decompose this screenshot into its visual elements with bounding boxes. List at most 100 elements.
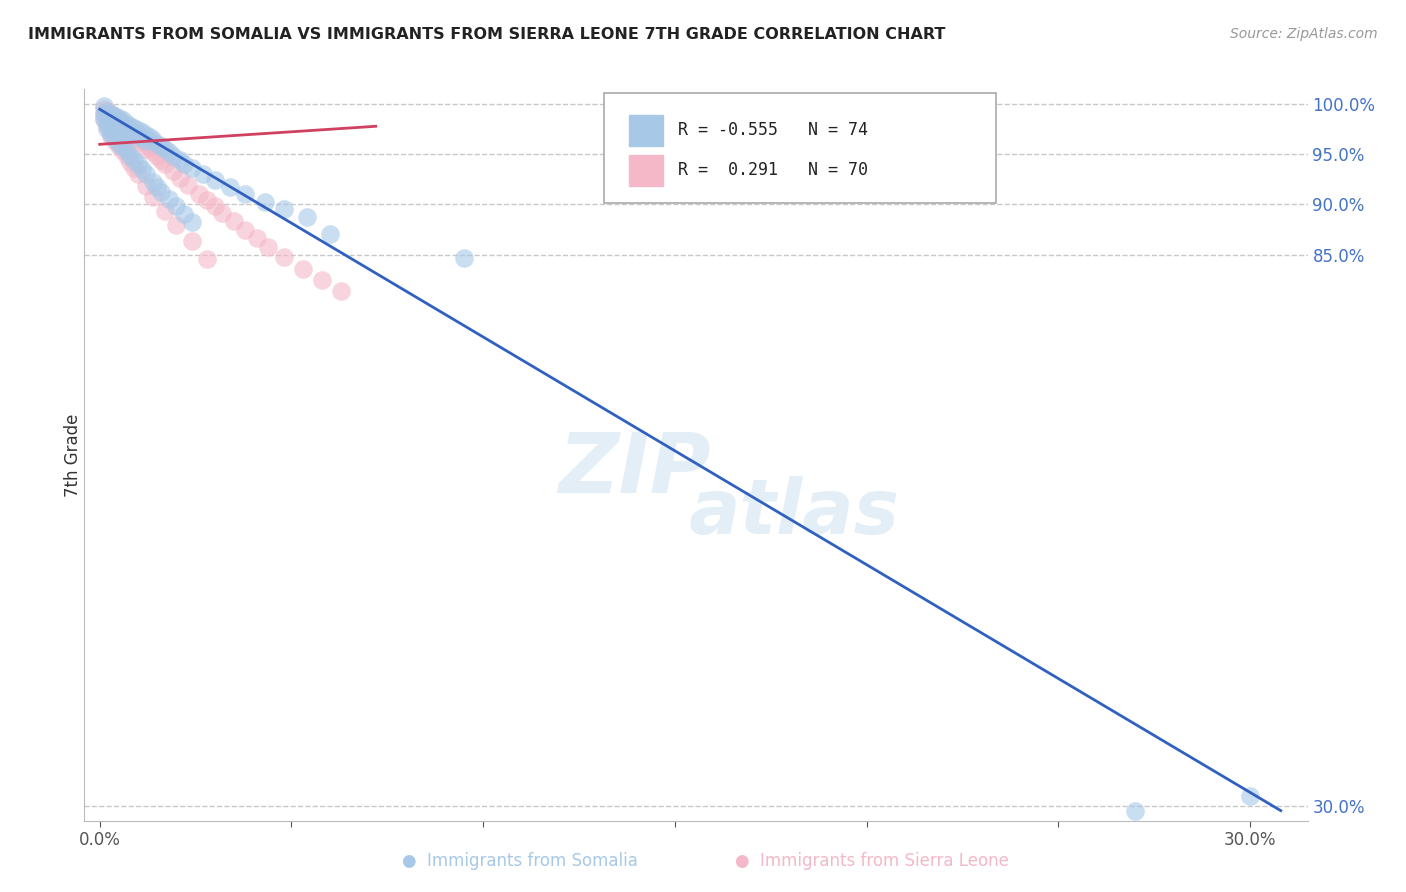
Point: [108, 120, 131, 135]
Point: [115, 128, 138, 142]
Bar: [628, 155, 664, 186]
Point: [115, 125, 138, 139]
Point: [188, 187, 211, 202]
Point: [195, 252, 218, 266]
Point: [131, 125, 153, 139]
Text: Source: ZipAtlas.com: Source: ZipAtlas.com: [1230, 27, 1378, 41]
Point: [122, 128, 145, 142]
Point: [162, 149, 184, 163]
Point: [108, 113, 131, 128]
Point: [96, 122, 118, 136]
Point: [235, 223, 257, 237]
Point: [173, 157, 195, 171]
Point: [96, 120, 118, 134]
Point: [330, 284, 353, 298]
Point: [180, 161, 202, 176]
Point: [142, 133, 165, 147]
Point: [111, 123, 134, 137]
Point: [135, 142, 157, 156]
Point: [127, 136, 149, 150]
Point: [104, 134, 127, 148]
Point: [100, 122, 122, 136]
Point: [135, 134, 157, 148]
Point: [295, 211, 318, 225]
Point: [177, 178, 200, 193]
Point: [104, 124, 127, 138]
Point: [127, 167, 149, 181]
Point: [108, 123, 131, 137]
Point: [273, 250, 295, 264]
Point: [173, 207, 195, 221]
Point: [93, 102, 115, 116]
Point: [193, 167, 215, 181]
Point: [108, 137, 131, 152]
Point: [122, 161, 145, 176]
Text: ●  Immigrants from Sierra Leone: ● Immigrants from Sierra Leone: [735, 852, 1008, 870]
Point: [257, 239, 280, 253]
Point: [157, 145, 180, 160]
Point: [127, 129, 149, 144]
Point: [96, 109, 118, 123]
Point: [100, 128, 122, 142]
Point: [150, 186, 173, 200]
Point: [146, 137, 169, 152]
Point: [104, 120, 127, 135]
Point: [253, 195, 276, 210]
Point: [100, 129, 122, 144]
Text: R = -0.555   N = 74: R = -0.555 N = 74: [678, 121, 868, 139]
Point: [165, 219, 187, 233]
Point: [219, 180, 242, 194]
Point: [111, 118, 134, 132]
Point: [222, 214, 245, 228]
Point: [122, 121, 145, 136]
Point: [96, 105, 118, 120]
Point: [204, 199, 226, 213]
Point: [142, 175, 165, 189]
Point: [273, 202, 295, 217]
Point: [100, 122, 122, 136]
Bar: [628, 115, 664, 145]
Point: [120, 149, 142, 163]
Point: [120, 124, 142, 138]
Point: [153, 142, 176, 156]
Point: [311, 272, 333, 286]
Point: [100, 112, 122, 127]
Point: [153, 157, 176, 171]
Point: [211, 206, 233, 220]
Point: [93, 112, 115, 127]
Point: [111, 113, 134, 128]
Point: [100, 117, 122, 131]
Point: [204, 173, 226, 187]
Point: [122, 128, 145, 142]
Point: [135, 167, 157, 181]
Point: [96, 109, 118, 123]
Point: [142, 190, 165, 204]
Point: [127, 157, 149, 171]
Point: [115, 149, 138, 163]
Point: [131, 131, 153, 145]
Point: [165, 199, 187, 213]
Point: [453, 251, 475, 265]
Point: [131, 133, 153, 147]
FancyBboxPatch shape: [605, 93, 995, 202]
Point: [104, 110, 127, 124]
Point: [120, 120, 142, 134]
Point: [108, 128, 131, 143]
Point: [104, 115, 127, 129]
Point: [169, 171, 191, 186]
Point: [138, 130, 160, 145]
Point: [115, 117, 138, 131]
Point: [104, 120, 127, 134]
Text: ZIP: ZIP: [558, 429, 711, 510]
Point: [96, 114, 118, 128]
Text: R =  0.291   N = 70: R = 0.291 N = 70: [678, 161, 868, 179]
Point: [111, 122, 134, 136]
Point: [180, 215, 202, 229]
Text: atlas: atlas: [689, 476, 900, 550]
Point: [120, 128, 142, 143]
Point: [135, 179, 157, 194]
Point: [100, 117, 122, 131]
Point: [108, 118, 131, 132]
Point: [96, 112, 118, 127]
Point: [115, 120, 138, 135]
